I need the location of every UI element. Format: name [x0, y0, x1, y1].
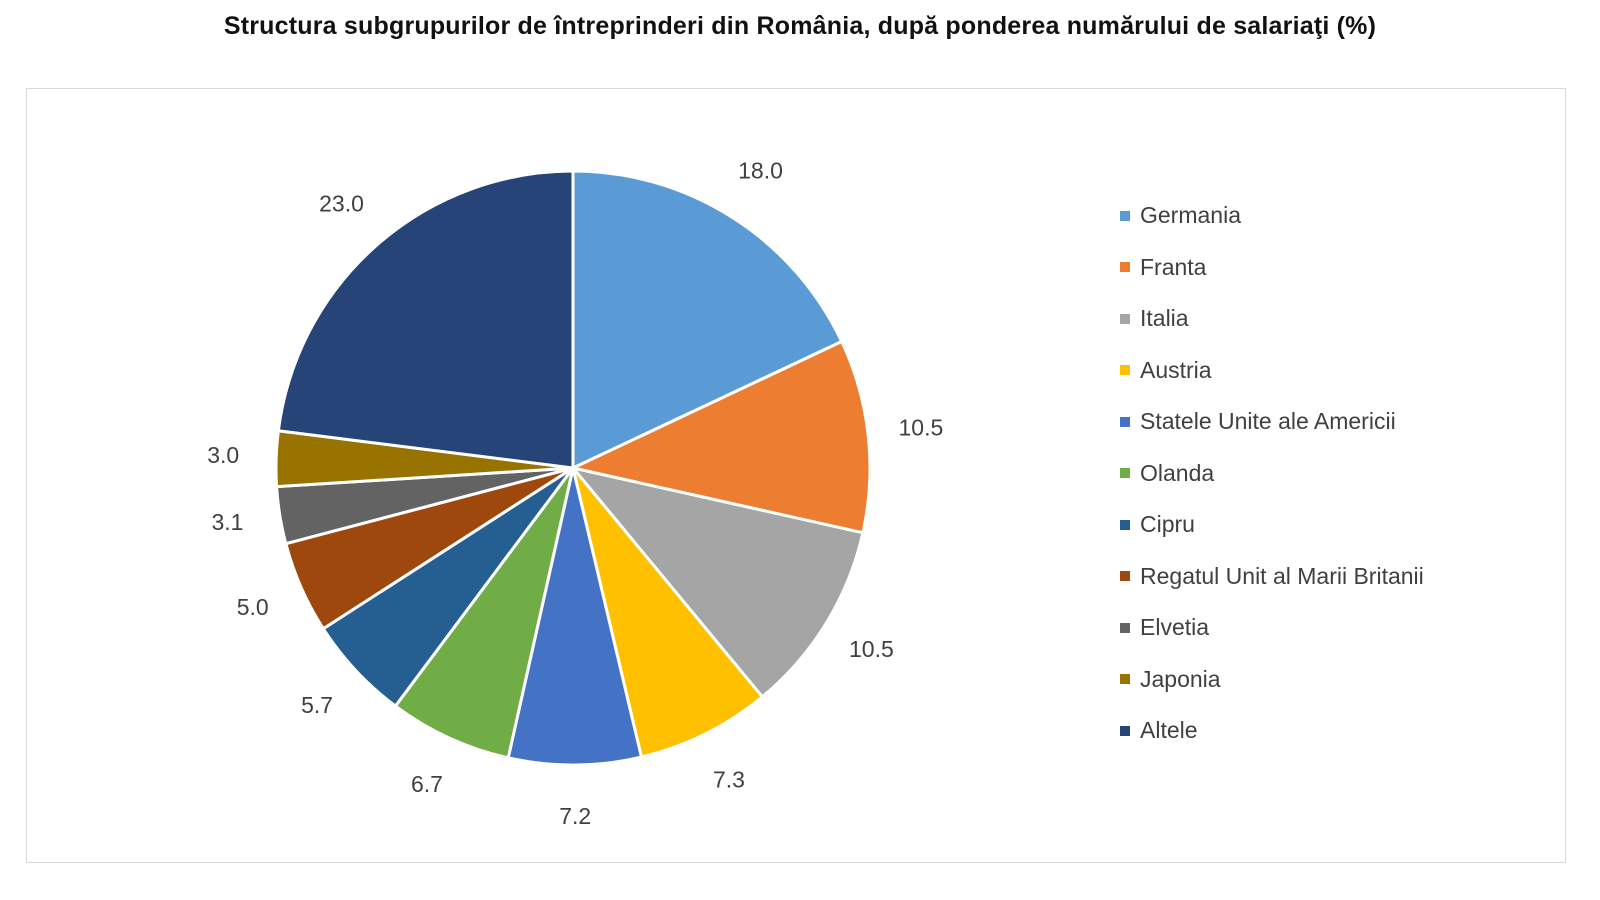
legend-item: Elvetia: [1120, 602, 1560, 654]
legend-label: Austria: [1140, 356, 1212, 383]
legend-swatch: [1120, 725, 1130, 736]
legend-swatch: [1120, 365, 1130, 376]
legend-label: Germania: [1140, 202, 1241, 229]
legend-swatch: [1120, 313, 1130, 324]
legend-item: Austria: [1120, 345, 1560, 397]
legend-swatch: [1120, 262, 1130, 273]
data-label: 7.2: [559, 803, 591, 829]
data-label: 6.7: [411, 771, 443, 797]
pie-slice-franta: [571, 340, 872, 535]
pie-slice-italia: [571, 466, 865, 699]
legend-item: Statele Unite ale Americii: [1120, 396, 1560, 448]
legend-swatch: [1120, 210, 1130, 221]
legend-item: Franta: [1120, 242, 1560, 294]
data-label: 5.0: [237, 594, 269, 620]
legend-item: Italia: [1120, 293, 1560, 345]
legend-label: Franta: [1140, 253, 1207, 280]
data-label: 5.7: [301, 692, 333, 718]
chart-title: Structura subgrupurilor de întreprinderi…: [223, 12, 1377, 40]
legend-swatch: [1120, 571, 1130, 582]
legend-swatch: [1120, 674, 1130, 685]
data-label: 3.1: [212, 509, 244, 535]
legend-label: Statele Unite ale Americii: [1140, 408, 1396, 435]
legend-item: Cipru: [1120, 499, 1560, 551]
data-label: 10.5: [849, 636, 894, 662]
legend-item: Olanda: [1120, 448, 1560, 500]
legend-item: Germania: [1120, 190, 1560, 242]
legend-label: Italia: [1140, 305, 1189, 332]
pie-slice-statele-unite-ale-americii: [506, 466, 643, 767]
legend-item: Regatul Unit al Marii Britanii: [1120, 551, 1560, 603]
legend-label: Elvetia: [1140, 614, 1210, 641]
data-label: 23.0: [319, 191, 364, 217]
legend-item: Altele: [1120, 705, 1560, 757]
pie-slice-altele: [276, 169, 575, 470]
legend-label: Cipru: [1140, 511, 1195, 538]
data-label: 10.5: [899, 415, 944, 441]
data-label: 7.3: [713, 766, 745, 792]
pie-slice-austria: [571, 466, 764, 759]
pie-slice-germania: [571, 169, 844, 470]
legend-swatch: [1120, 468, 1130, 479]
legend: Germania Franta Italia Austria Statele Unite…: [1120, 190, 1560, 757]
legend-swatch: [1120, 519, 1130, 530]
data-label: 18.0: [738, 158, 783, 184]
data-label: 3.0: [207, 442, 239, 468]
legend-item: Japonia: [1120, 654, 1560, 706]
legend-swatch: [1120, 622, 1130, 633]
legend-label: Regatul Unit al Marii Britanii: [1140, 562, 1424, 589]
legend-label: Olanda: [1140, 459, 1215, 486]
legend-label: Japonia: [1140, 665, 1221, 692]
pie-slice-olanda: [393, 466, 575, 760]
legend-swatch: [1120, 416, 1130, 427]
legend-label: Altele: [1140, 717, 1198, 744]
